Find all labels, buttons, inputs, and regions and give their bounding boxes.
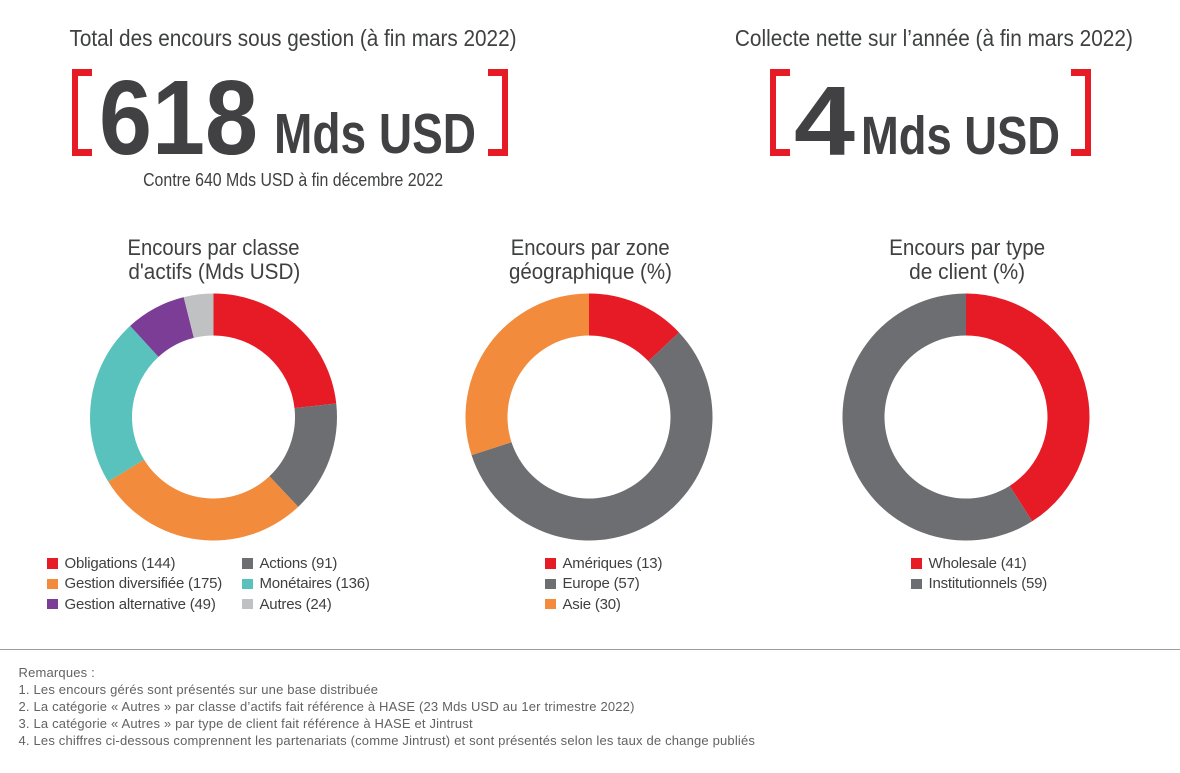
net-inflows-value: 4 (794, 65, 855, 176)
remark-item: 2. La catégorie « Autres » par classe d’… (18, 699, 635, 715)
legend-label: Autres (24) (259, 595, 332, 613)
donut-slice-institutionnels (842, 293, 1033, 541)
legend-label: Monétaires (136) (259, 575, 370, 593)
donut-slice-asie (465, 293, 589, 456)
legend-item: Amériques (13) (545, 553, 662, 573)
donut-slice-mon-taires (90, 325, 159, 482)
legend-asset-class-col2: Actions (91) Monétaires (136) Autres (24) (242, 553, 370, 614)
legend-swatch-icon (545, 558, 556, 569)
legend-swatch-icon (242, 578, 253, 590)
total-aum-title: Total des encours sous gestion (à fin ma… (69, 25, 517, 52)
remarks-block: Remarques : 1. Les encours gérés sont pr… (19, 665, 756, 750)
donut-slice-obligations (213, 293, 337, 409)
close-bracket-decoration (1071, 68, 1091, 156)
legend-swatch-icon (911, 558, 922, 569)
donut-chart-client-type (842, 293, 1090, 541)
donut-slice-am-riques (589, 293, 680, 362)
total-aum-unit: Mds USD (274, 102, 476, 167)
chart-title-client-type: Encours par type de client (%) (889, 234, 1045, 284)
remark-item: 3. La catégorie « Autres » par type de c… (18, 716, 473, 732)
legend-swatch-icon (545, 598, 556, 610)
legend-swatch-icon (47, 558, 58, 569)
legend-label: Wholesale (41) (928, 555, 1027, 573)
close-bracket-decoration (487, 68, 508, 156)
legend-item: Wholesale (41) (911, 553, 1047, 573)
donut-slice-wholesale (966, 293, 1090, 522)
legend-item: Asie (30) (545, 594, 662, 614)
donut-slice-autres (183, 293, 214, 338)
footer-divider (0, 649, 1180, 651)
legend-label: Asie (30) (562, 595, 621, 613)
donut-slice-europe (471, 332, 713, 541)
legend-item: Gestion diversifiée (175) (47, 574, 222, 594)
legend-swatch-icon (242, 598, 253, 610)
legend-label: Actions (91) (259, 555, 338, 573)
legend-item: Actions (91) (242, 553, 370, 573)
legend-label: Amériques (13) (562, 555, 663, 573)
total-aum-caption: Contre 640 Mds USD à fin décembre 2022 (143, 169, 443, 190)
remark-item: 4. Les chiffres ci-dessous comprennent l… (18, 732, 756, 748)
legend-label: Gestion alternative (49) (64, 595, 216, 613)
open-bracket-decoration (71, 68, 92, 156)
legend-item: Autres (24) (242, 594, 370, 614)
donut-chart-asset-class (90, 293, 337, 541)
legend-label: Gestion diversifiée (175) (64, 575, 223, 593)
legend-geography: Amériques (13) Europe (57) Asie (30) (545, 553, 662, 614)
net-inflows-unit: Mds USD (861, 105, 1060, 166)
legend-label: Obligations (144) (64, 555, 176, 573)
legend-swatch-icon (47, 598, 58, 610)
net-inflows-title: Collecte nette sur l’année (à fin mars 2… (734, 25, 1133, 52)
open-bracket-decoration (770, 68, 790, 156)
legend-item: Europe (57) (545, 574, 662, 594)
legend-label: Institutionnels (59) (928, 575, 1048, 593)
donut-slice-actions (269, 403, 337, 507)
donut-chart-geography (465, 293, 713, 541)
remark-item: 1. Les encours gérés sont présentés sur … (18, 682, 379, 698)
legend-swatch-icon (911, 578, 922, 590)
legend-item: Institutionnels (59) (911, 574, 1047, 594)
remarks-heading: Remarques : (18, 665, 95, 681)
donut-slice-gestion-alternative (130, 297, 194, 357)
legend-swatch-icon (242, 558, 253, 569)
chart-title-geography: Encours par zone géographique (%) (508, 234, 672, 284)
donut-slice-gestion-diversifi-e (108, 459, 299, 541)
legend-swatch-icon (47, 578, 58, 590)
legend-label: Europe (57) (562, 575, 640, 593)
chart-title-asset-class: Encours par classe d'actifs (Mds USD) (127, 234, 300, 284)
legend-item: Obligations (144) (47, 553, 222, 573)
legend-swatch-icon (545, 578, 556, 590)
legend-item: Gestion alternative (49) (47, 594, 222, 614)
legend-item: Monétaires (136) (242, 574, 370, 594)
legend-client-type: Wholesale (41) Institutionnels (59) (911, 553, 1047, 594)
legend-asset-class-col1: Obligations (144) Gestion diversifiée (17… (47, 553, 222, 614)
total-aum-value: 618 (99, 58, 258, 177)
